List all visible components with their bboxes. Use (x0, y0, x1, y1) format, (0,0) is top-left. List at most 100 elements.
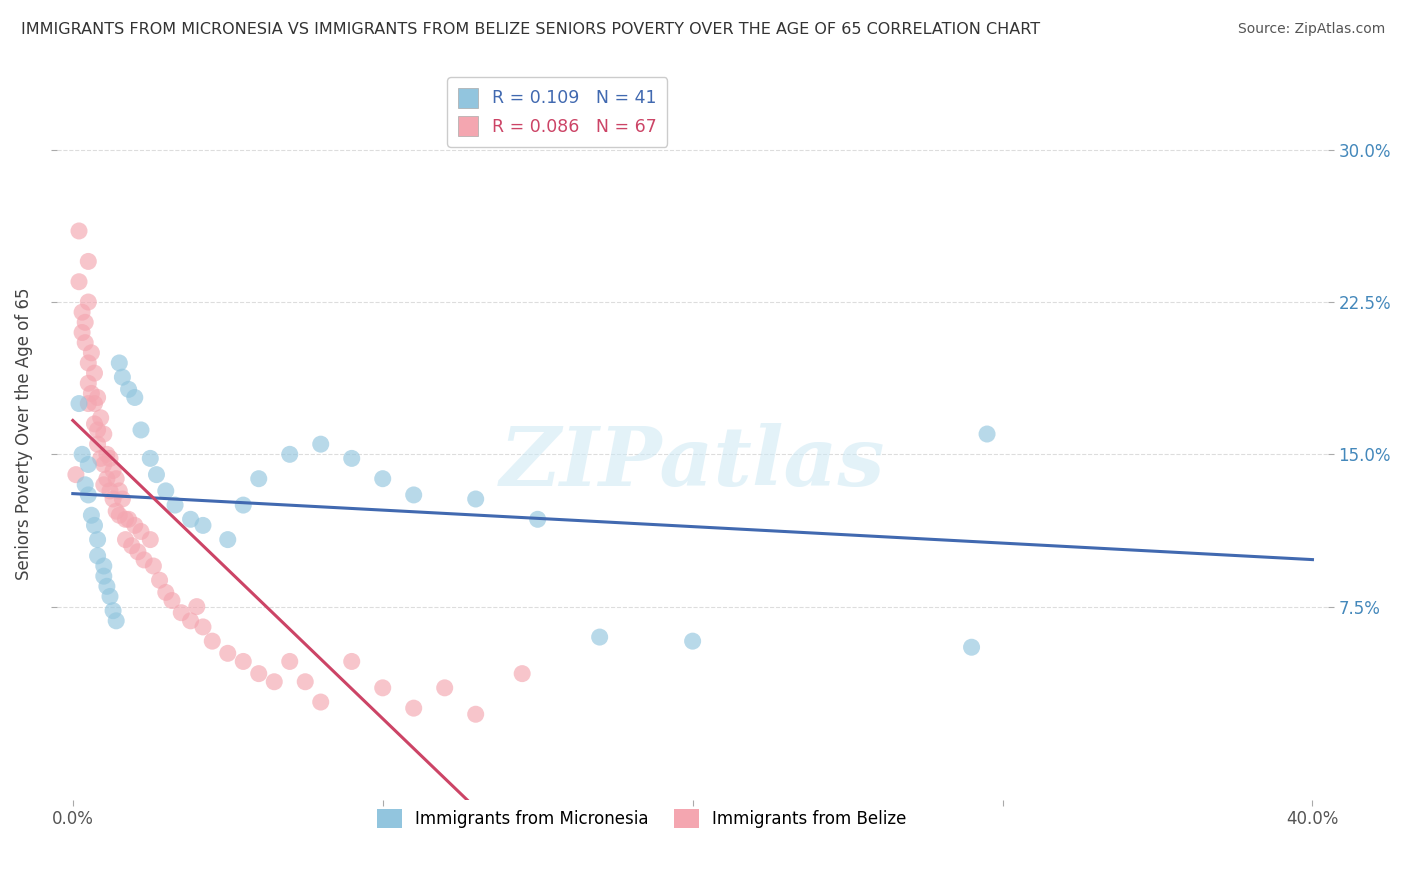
Point (526, 512, 548, 526)
Point (464, 707, 486, 722)
Point (86, 533, 108, 547)
Point (101, 491, 124, 506)
Point (111, 370, 134, 384)
Point (111, 491, 134, 506)
Point (86, 391, 108, 405)
Point (70, 305, 93, 319)
Point (86, 549, 108, 563)
Point (98, 483, 121, 498)
Point (80, 508, 103, 523)
Point (83, 417, 105, 431)
Point (96, 447, 118, 461)
Point (65, 467, 87, 482)
Point (108, 483, 131, 498)
Point (90, 451, 112, 466)
Point (191, 620, 214, 634)
Point (232, 655, 254, 669)
Point (77, 376, 100, 391)
Point (86, 423, 108, 437)
Point (108, 508, 131, 523)
Point (976, 427, 998, 442)
Point (77, 254, 100, 268)
Point (232, 498, 254, 512)
Point (402, 488, 425, 502)
Point (139, 533, 162, 547)
Point (294, 674, 316, 689)
Point (180, 614, 202, 628)
Point (105, 472, 128, 486)
Point (247, 666, 270, 681)
Point (464, 491, 486, 506)
Point (105, 614, 128, 628)
Point (124, 391, 146, 405)
Point (180, 512, 202, 526)
Point (98, 590, 121, 604)
Point (96, 472, 118, 486)
Point (191, 518, 214, 533)
Point (77, 396, 100, 410)
Point (129, 423, 152, 437)
Point (155, 585, 177, 599)
Point (86, 437, 108, 451)
Point (70, 447, 93, 461)
Point (77, 295, 100, 310)
Point (148, 573, 170, 587)
Y-axis label: Seniors Poverty Over the Age of 65: Seniors Poverty Over the Age of 65 (15, 288, 32, 581)
Point (83, 366, 105, 380)
Point (67, 224, 90, 238)
Point (309, 437, 332, 451)
Point (160, 593, 183, 607)
Point (433, 681, 456, 695)
Point (93, 458, 115, 472)
Point (217, 533, 239, 547)
Point (93, 477, 115, 491)
Point (93, 569, 115, 583)
Point (83, 396, 105, 410)
Point (114, 512, 136, 526)
Point (155, 483, 177, 498)
Point (70, 326, 93, 340)
Point (142, 559, 165, 574)
Point (93, 559, 115, 574)
Point (371, 472, 394, 486)
Point (247, 472, 270, 486)
Text: Source: ZipAtlas.com: Source: ZipAtlas.com (1237, 22, 1385, 37)
Point (309, 695, 332, 709)
Point (682, 634, 704, 648)
Point (510, 666, 533, 681)
Point (132, 553, 155, 567)
Point (340, 451, 363, 466)
Point (186, 599, 208, 614)
Point (139, 451, 162, 466)
Point (124, 518, 146, 533)
Point (90, 410, 112, 425)
Point (340, 655, 363, 669)
Point (402, 701, 425, 715)
Text: ZIPatlas: ZIPatlas (501, 424, 886, 503)
Point (96, 579, 118, 593)
Point (101, 604, 124, 618)
Point (217, 646, 239, 660)
Point (77, 458, 100, 472)
Point (77, 356, 100, 370)
Point (117, 382, 139, 396)
Point (117, 512, 139, 526)
Point (371, 681, 394, 695)
Point (67, 275, 90, 289)
Point (98, 451, 121, 466)
Point (588, 630, 610, 644)
Point (165, 498, 187, 512)
Point (129, 524, 152, 539)
Point (263, 674, 285, 689)
Point (960, 640, 983, 655)
Point (170, 606, 193, 620)
Point (80, 386, 103, 401)
Point (127, 545, 149, 559)
Point (101, 464, 124, 478)
Point (80, 346, 103, 360)
Point (121, 539, 143, 553)
Point (93, 427, 115, 442)
Legend: Immigrants from Micronesia, Immigrants from Belize: Immigrants from Micronesia, Immigrants f… (370, 803, 914, 835)
Point (77, 488, 100, 502)
Point (83, 518, 105, 533)
